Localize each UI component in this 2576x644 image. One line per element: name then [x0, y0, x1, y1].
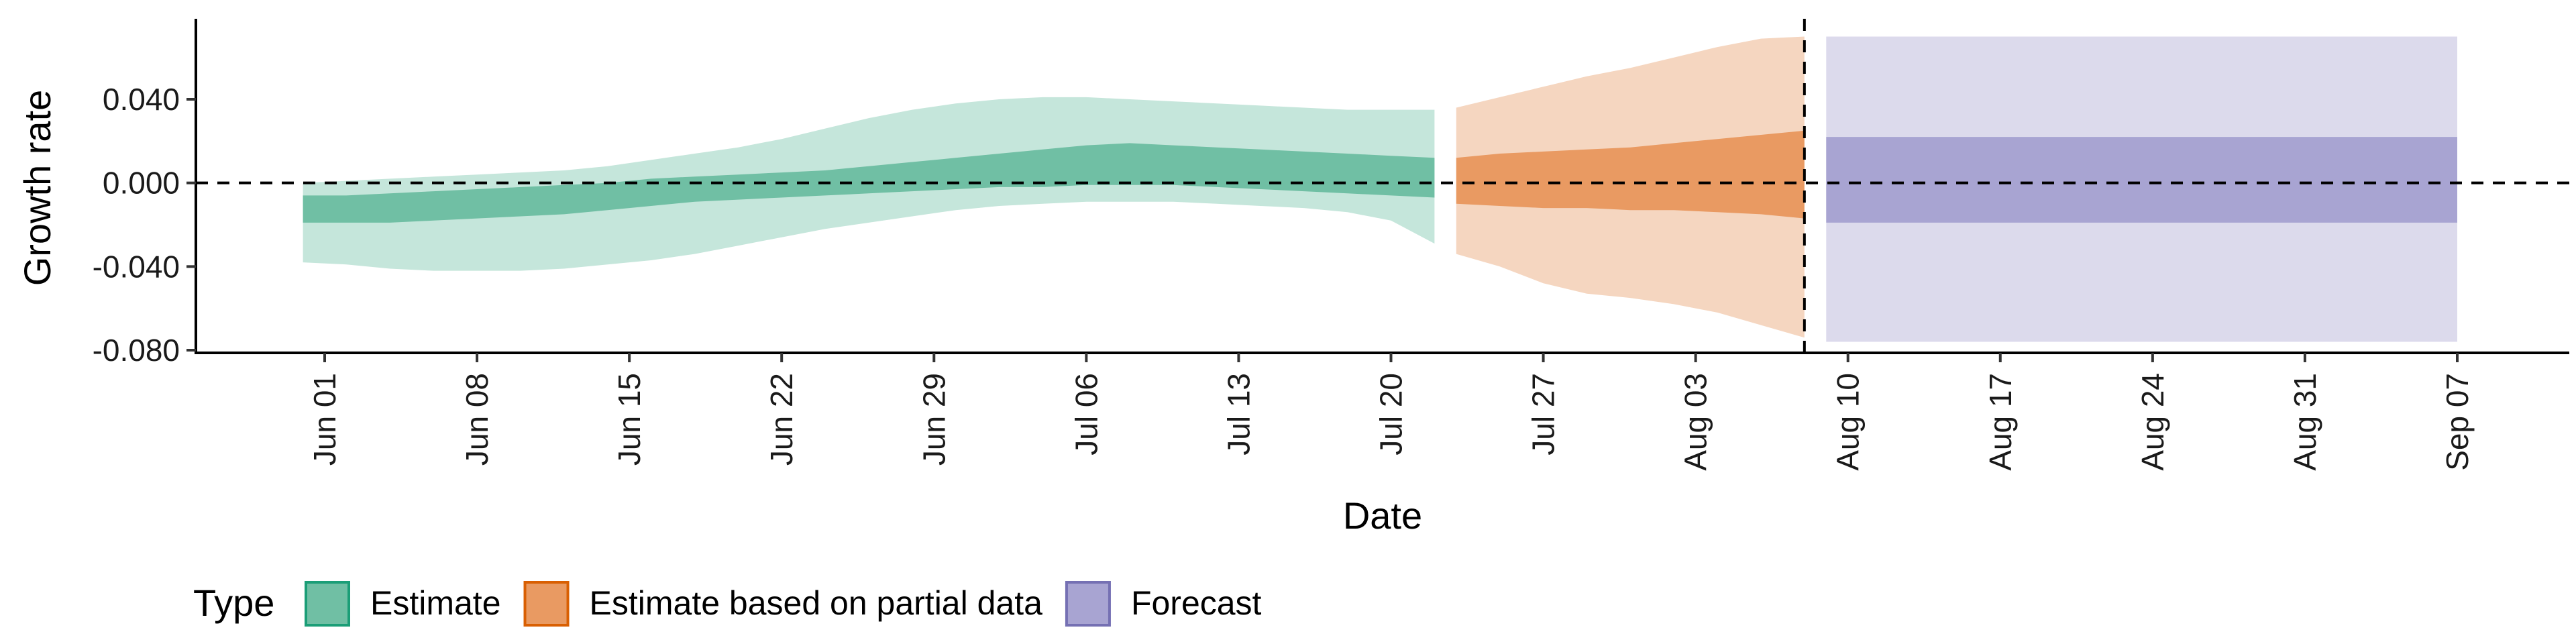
legend-label-1: Estimate	[370, 584, 501, 622]
legend-swatch-2	[523, 581, 570, 627]
axes-layer: 0.040 0.000 -0.040 -0.080 Jun 01 Jun 08 Jun 15…	[93, 19, 2569, 471]
y-tick-label: 0.040	[103, 82, 180, 117]
legend-swatch-3	[1065, 581, 1111, 627]
inner-band-2	[1456, 130, 1805, 219]
x-tick-label: Jun 29	[916, 373, 951, 466]
y-axis-title: Growth rate	[16, 90, 58, 286]
y-tick-label: 0.000	[103, 166, 180, 201]
legend: Type Estimate Estimate based on partial da…	[193, 581, 1262, 627]
ribbon-layer	[303, 36, 2457, 342]
inner-band-3	[1826, 137, 2457, 223]
x-tick-label: Jun 08	[460, 373, 494, 466]
legend-label-3: Forecast	[1131, 584, 1262, 622]
y-tick-label: -0.080	[93, 333, 180, 368]
x-tick-label: Jun 22	[764, 373, 799, 466]
legend-title: Type	[193, 582, 274, 624]
x-tick-label: Jul 20	[1374, 373, 1409, 455]
x-tick-label: Aug 10	[1831, 373, 1866, 471]
x-tick-label: Jun 15	[612, 373, 647, 466]
x-tick-label: Jul 27	[1526, 373, 1561, 455]
x-tick-label: Aug 24	[2135, 373, 2170, 471]
x-tick-label: Sep 07	[2440, 373, 2475, 471]
legend-label-2: Estimate based on partial data	[590, 584, 1043, 622]
x-tick-label: Aug 17	[1983, 373, 2018, 471]
reference-lines	[196, 19, 2569, 353]
x-axis-title: Date	[1343, 494, 1422, 537]
x-tick-label: Aug 03	[1678, 373, 1713, 471]
x-tick-label: Jun 01	[307, 373, 342, 466]
y-tick-label: -0.040	[93, 249, 180, 284]
legend-swatch-1	[305, 581, 350, 627]
x-tick-label: Jul 06	[1069, 373, 1104, 455]
x-tick-label: Jul 13	[1221, 373, 1256, 455]
x-tick-label: Aug 31	[2288, 373, 2322, 471]
